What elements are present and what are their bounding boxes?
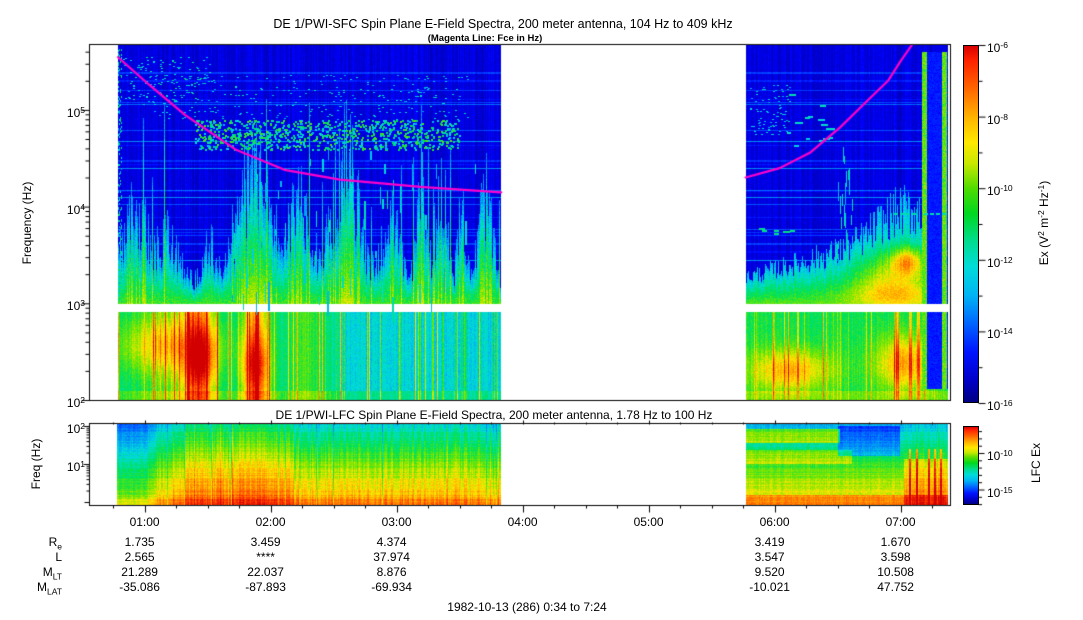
ephemeris-value: 10.508 bbox=[877, 565, 914, 579]
x-tick-label: 05:00 bbox=[633, 515, 664, 529]
ephemeris-value: 9.520 bbox=[754, 565, 785, 579]
ephemeris-row-label: L bbox=[55, 550, 62, 564]
sfc-y-tick-label: 102 bbox=[66, 395, 85, 410]
ephemeris-value: 3.547 bbox=[754, 550, 785, 564]
x-tick-label: 03:00 bbox=[381, 515, 412, 529]
x-tick-label: 06:00 bbox=[759, 515, 790, 529]
ephemeris-value: 47.752 bbox=[877, 580, 914, 594]
sfc-title: DE 1/PWI-SFC Spin Plane E-Field Spectra,… bbox=[273, 17, 733, 31]
ephemeris-value: 21.289 bbox=[121, 565, 158, 579]
sfc-colorbar bbox=[963, 45, 979, 403]
sfc-colorbar-tick-label: 10-10 bbox=[987, 183, 1013, 199]
ephemeris-value: 3.598 bbox=[880, 550, 911, 564]
ephemeris-value: -10.021 bbox=[749, 580, 790, 594]
sfc-y-tick-label: 105 bbox=[66, 104, 85, 120]
sfc-colorbar-tick-label: 10-14 bbox=[987, 326, 1013, 342]
sfc-colorbar-tick-label: 10-6 bbox=[987, 40, 1008, 55]
ephemeris-value: 37.974 bbox=[373, 550, 410, 564]
ephemeris-value: 3.419 bbox=[754, 535, 785, 549]
sfc-colorbar-tick-label: 10-8 bbox=[987, 111, 1008, 127]
ephemeris-row-label: MLAT bbox=[37, 580, 62, 597]
lfc-y-tick-label: 101 bbox=[66, 459, 85, 474]
sfc-colorbar-tick-label: 10-16 bbox=[987, 398, 1013, 413]
ephemeris-value: 2.565 bbox=[124, 550, 155, 564]
ephemeris-value: 1.735 bbox=[124, 535, 155, 549]
sfc-y-tick-label: 103 bbox=[66, 298, 85, 314]
sfc-y-axis-label: Frequency (Hz) bbox=[20, 181, 34, 265]
lfc-title: DE 1/PWI-LFC Spin Plane E-Field Spectra,… bbox=[275, 408, 713, 422]
lfc-colorbar-tick-label: 10-10 bbox=[987, 448, 1013, 463]
x-tick-label: 07:00 bbox=[885, 515, 916, 529]
sfc-subtitle: (Magenta Line: Fce in Hz) bbox=[427, 33, 543, 44]
sfc-y-tick-label: 104 bbox=[66, 201, 85, 217]
x-tick-label: 02:00 bbox=[255, 515, 286, 529]
lfc-y-tick-label: 102 bbox=[66, 421, 85, 436]
ephemeris-row-label: MLT bbox=[42, 565, 62, 582]
sfc-colorbar-tick-label: 10-12 bbox=[987, 254, 1013, 270]
ephemeris-value: 4.374 bbox=[376, 535, 407, 549]
ephemeris-value: 3.459 bbox=[250, 535, 281, 549]
ephemeris-value: -35.086 bbox=[119, 580, 160, 594]
lfc-colorbar bbox=[963, 426, 979, 505]
sfc-colorbar-label: Ex (V2 m-2 Hz-1) bbox=[1036, 180, 1051, 266]
x-tick-label: 01:00 bbox=[129, 515, 160, 529]
footer-date: 1982-10-13 (286) 0:34 to 7:24 bbox=[447, 600, 607, 614]
ephemeris-value: 8.876 bbox=[376, 565, 407, 579]
ephemeris-value: **** bbox=[256, 550, 275, 564]
lfc-colorbar-tick-label: 10-15 bbox=[987, 484, 1013, 500]
ephemeris-value: 1.670 bbox=[880, 535, 911, 549]
ephemeris-value: -69.934 bbox=[371, 580, 412, 594]
ephemeris-value: 22.037 bbox=[247, 565, 284, 579]
lfc-colorbar-label: LFC Ex bbox=[1029, 442, 1043, 484]
x-tick-label: 04:00 bbox=[507, 515, 538, 529]
ephemeris-value: -87.893 bbox=[245, 580, 286, 594]
ephemeris-row-label: Re bbox=[48, 535, 62, 552]
